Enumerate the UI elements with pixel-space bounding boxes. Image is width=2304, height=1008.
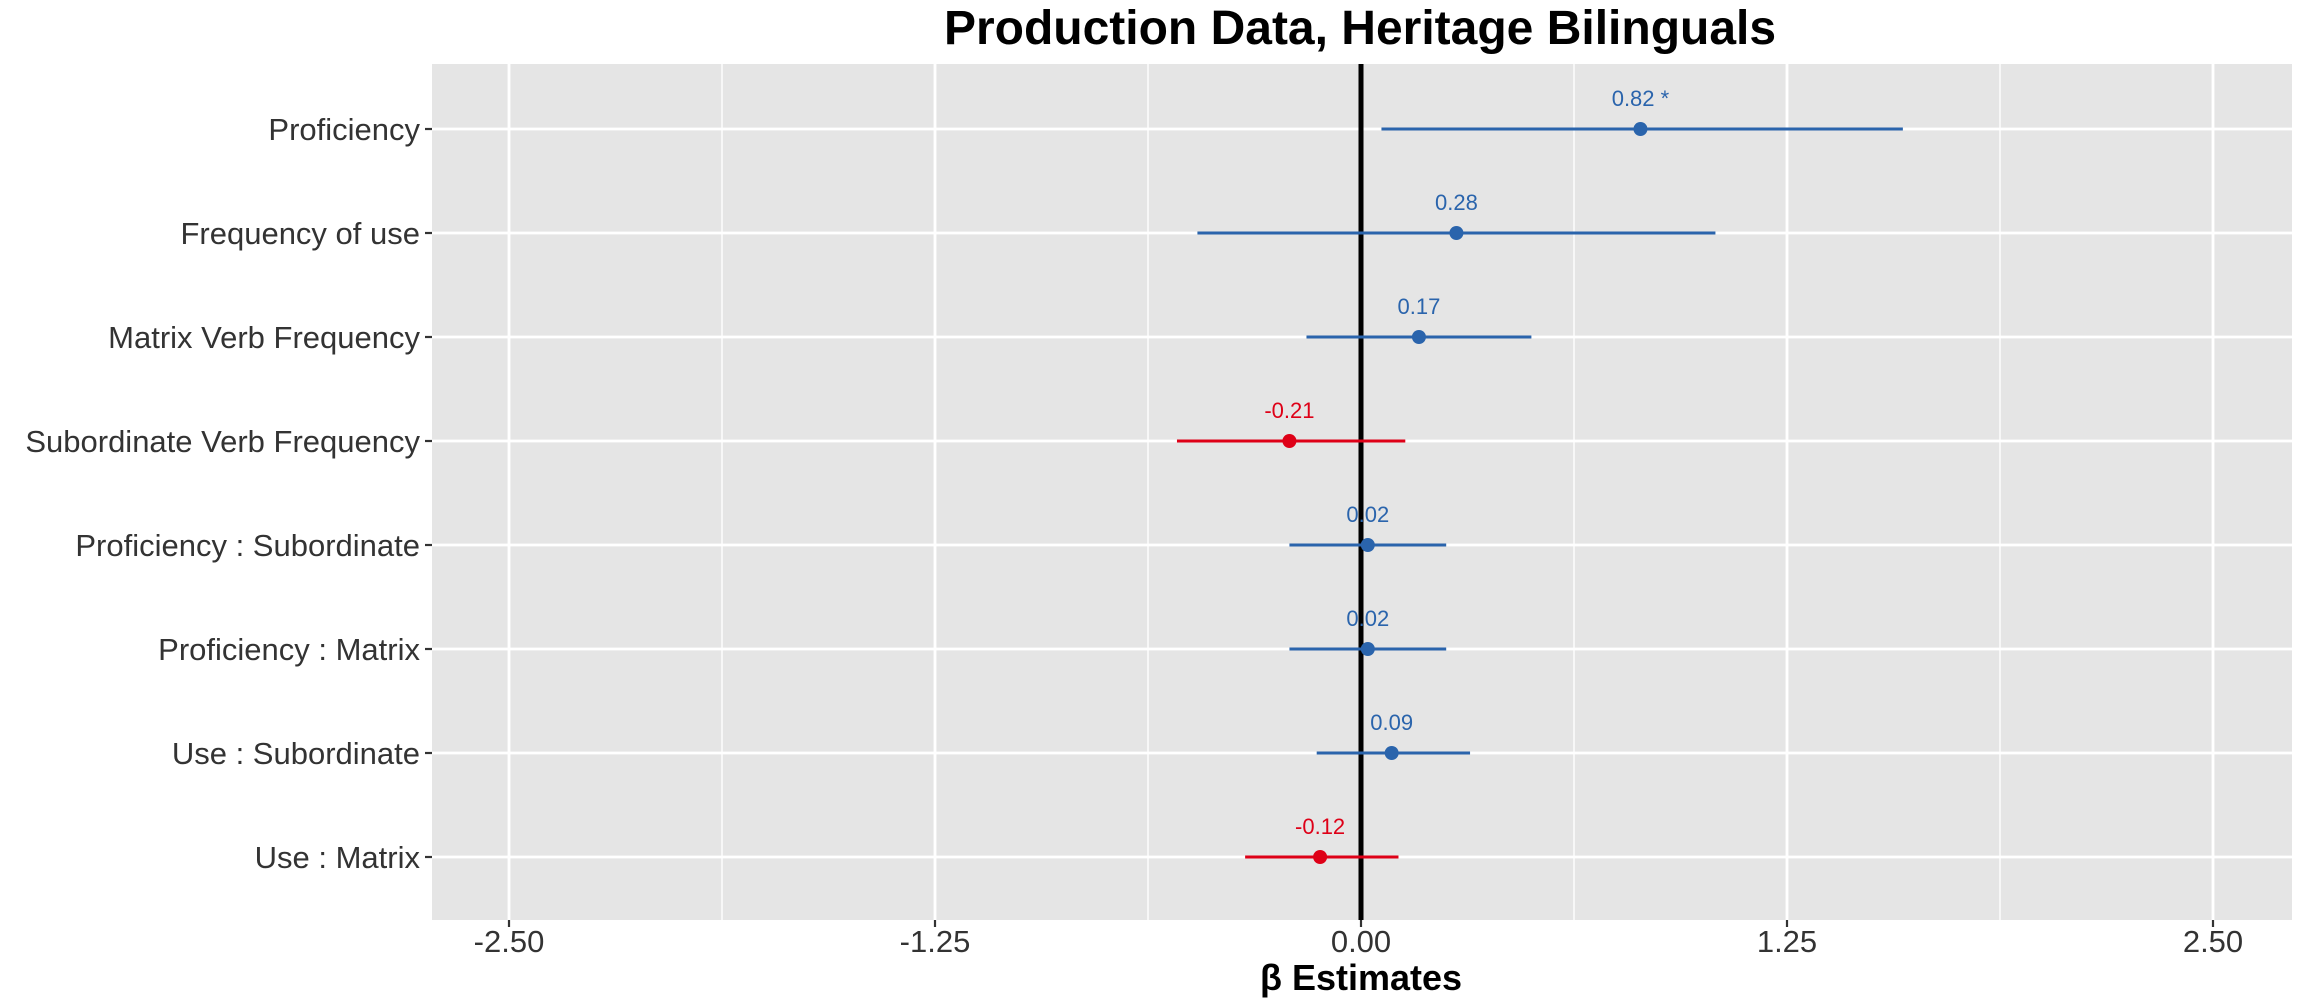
y-tick-label: Proficiency : Matrix	[158, 632, 420, 667]
x-axis-title: β Estimates	[1260, 957, 1462, 998]
x-tick-label: 1.25	[1757, 924, 1817, 959]
y-tick-label: Proficiency : Subordinate	[75, 528, 420, 563]
x-axis: -2.50 -1.25 0.00 1.25 2.50	[474, 920, 2243, 959]
estimate-point	[1313, 850, 1328, 864]
estimate-point	[1411, 330, 1426, 344]
y-tick-label: Frequency of use	[180, 216, 420, 251]
estimate-label: 0.02	[1346, 606, 1389, 631]
estimate-label: 0.28	[1435, 190, 1478, 215]
estimate-point	[1360, 538, 1375, 552]
x-tick-label: 2.50	[2183, 924, 2243, 959]
estimate-point	[1449, 226, 1464, 240]
chart-title: Production Data, Heritage Bilinguals	[944, 2, 1776, 55]
y-tick-label: Subordinate Verb Frequency	[25, 424, 420, 459]
y-axis: Proficiency Frequency of use Matrix Verb F…	[25, 112, 432, 875]
estimate-label: -0.12	[1295, 814, 1345, 839]
y-tick-label: Use : Matrix	[255, 840, 421, 875]
x-tick-label: 0.00	[1331, 924, 1391, 959]
x-tick-label: -2.50	[474, 924, 545, 959]
estimate-label: 0.02	[1346, 502, 1389, 527]
estimate-label: 0.82 *	[1612, 86, 1670, 111]
y-tick-label: Matrix Verb Frequency	[108, 320, 420, 355]
estimate-label: 0.17	[1398, 294, 1441, 319]
estimate-point	[1633, 122, 1648, 136]
estimate-point	[1360, 642, 1375, 656]
y-tick-label: Use : Subordinate	[172, 736, 420, 771]
estimate-label: -0.21	[1264, 398, 1314, 423]
y-tick-label: Proficiency	[268, 112, 420, 147]
x-tick-label: -1.25	[900, 924, 971, 959]
estimate-point	[1282, 434, 1297, 448]
data-marks: 0.82 * 0.28 0.17 -0.21 0.02 0.02 0.09 -0.12	[1176, 86, 1903, 864]
estimate-label: 0.09	[1370, 710, 1413, 735]
estimate-point	[1384, 746, 1399, 760]
